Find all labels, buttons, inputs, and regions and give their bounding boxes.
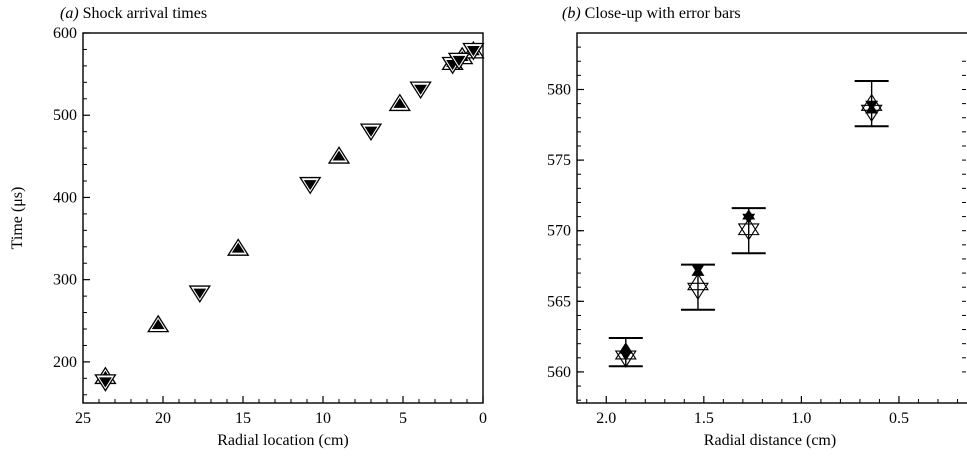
panel-b-x-ticks: 2.0 1.5 1.0 0.5 [586,396,958,427]
marker-fill [332,150,346,161]
panel-a-x-ticks: 25 20 15 10 5 0 [75,396,487,427]
marker-fill [414,84,428,95]
marker-fill [364,126,378,137]
x-tick-label: 2.0 [596,410,616,427]
data-point-triangle-up-open [860,93,883,111]
y-tick-label: 570 [547,223,571,240]
panel-b-plot-frame [576,32,967,404]
data-point-down [409,81,432,100]
panel-a-y-axis-label: Time (μs) [9,187,26,250]
y-tick-label: 580 [547,81,571,98]
y-tick-label: 400 [53,189,77,206]
y-tick-label: 575 [547,152,571,169]
data-point-triangle-down-open [737,223,760,241]
data-point-up [388,93,411,112]
panel-a-y-ticks: 200 300 400 500 600 [53,25,90,396]
data-point-triangle-up-open [737,217,760,236]
panel-b-y-ticks: 560 565 570 575 580 [547,46,966,401]
data-point-down [462,42,485,61]
marker-fill [393,97,407,108]
marker-fill [231,242,245,253]
marker-fill [303,180,317,191]
marker-fill [466,46,480,57]
panel-a-label: (a) [60,5,79,22]
y-tick-label: 560 [547,364,571,381]
panel-b: (b) Close-up with error bars 2.0 1.5 1.0 0.5… [547,5,967,449]
x-tick-label: 0.5 [889,410,909,427]
x-tick-label: 15 [235,410,251,427]
data-point-triangle-up-open [686,272,709,291]
marker-fill [98,377,112,388]
data-point-down [188,285,211,304]
data-point-up [327,146,351,164]
x-tick-label: 20 [155,410,171,427]
data-point-up [227,238,250,256]
y-tick-label: 565 [547,293,571,310]
x-tick-label: 10 [315,410,331,427]
data-point-triangle-down-open [860,104,883,123]
panel-b-title-text: Close-up with error bars [585,5,741,22]
y-tick-label: 600 [53,25,77,42]
panel-a-plot-frame [82,32,484,404]
data-point-down [359,123,383,142]
panel-a-title-text: Shock arrival times [83,5,207,22]
panel-b-data-points [614,93,883,368]
data-point-up [147,314,170,333]
marker-fill [193,288,207,299]
panel-a-title: (a) Shock arrival times [60,5,207,22]
data-point-down [94,374,117,392]
x-tick-label: 5 [399,410,407,427]
marker-fill [151,319,165,330]
x-tick-label: 1.0 [791,410,811,427]
x-tick-label: 1.5 [694,410,714,427]
y-tick-label: 300 [53,272,77,289]
data-point-triangle-down-open [614,350,637,368]
panel-b-title: (b) Close-up with error bars [562,5,741,22]
y-tick-label: 200 [53,354,77,371]
x-tick-label: 25 [75,410,91,427]
data-point-down [299,176,322,195]
panel-b-label: (b) [562,5,581,22]
panel-a-data-points [94,40,485,392]
x-tick-label: 0 [479,410,487,427]
panel-a-x-axis-label: Radial location (cm) [217,432,349,449]
panel-a: (a) Shock arrival times 25 20 15 10 5 0 200 300… [9,5,487,449]
marker-fill [452,55,466,67]
data-point-down [447,52,471,71]
y-tick-label: 500 [53,107,77,124]
data-point-triangle-down-open [686,282,709,301]
panel-b-x-axis-label: Radial distance (cm) [704,432,836,449]
data-point-triangle-down-filled [691,264,705,275]
